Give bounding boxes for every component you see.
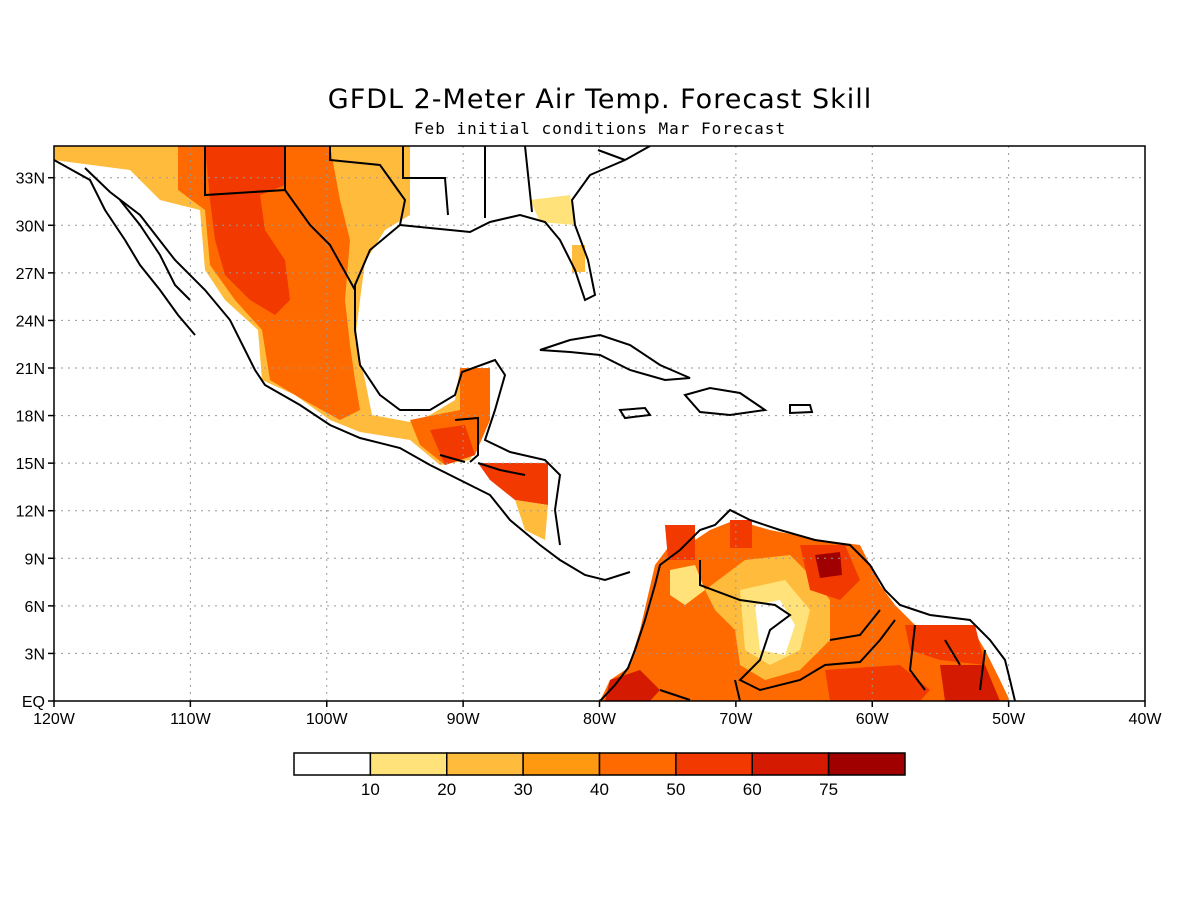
coastline-jamaica	[618, 406, 652, 420]
y-tick-label: 18N	[16, 409, 45, 426]
skill-shading	[54, 146, 1010, 701]
y-tick-label: 30N	[16, 218, 45, 235]
skill-region-maracaibo-hot	[730, 520, 752, 548]
coastline-baja	[54, 159, 196, 336]
skill-region-florida	[530, 195, 575, 225]
skill-region-amazon-hot	[940, 665, 1000, 701]
skill-region-venezuela-max	[815, 552, 842, 578]
latitude-axis: EQ 3N 6N 9N 12N 15N 18N 21N 24N 27N 30N 33N	[16, 171, 54, 711]
colorbar-label: 10	[361, 780, 380, 799]
colorbar-label: 40	[590, 780, 609, 799]
skill-region-nicaragua	[515, 500, 548, 540]
y-tick-label: 9N	[25, 551, 45, 568]
skill-region-south-america-zero	[755, 600, 795, 655]
y-tick-label: 21N	[16, 361, 45, 378]
border-us-mexico	[204, 146, 356, 291]
colorbar-label: 30	[514, 780, 533, 799]
coastline-hispaniola	[683, 386, 768, 417]
x-tick-label: 120W	[33, 711, 76, 728]
skill-region-honduras	[478, 463, 548, 505]
y-tick-label: EQ	[22, 694, 45, 711]
x-tick-label: 70W	[719, 711, 753, 728]
colorbar-swatch	[369, 752, 448, 776]
colorbar-swatch	[293, 752, 372, 776]
border-south-america	[659, 560, 986, 701]
y-tick-label: 15N	[16, 456, 45, 473]
colorbar-swatch	[675, 752, 753, 776]
colorbar-swatch	[522, 752, 601, 776]
skill-region-colombia-pale	[670, 565, 705, 605]
border-central-america	[439, 416, 526, 476]
coastline-mexico-pacific	[84, 167, 631, 582]
skill-region-colombia-hot	[665, 525, 695, 560]
colorbar-label: 75	[819, 780, 838, 799]
x-tick-label: 90W	[447, 711, 481, 728]
skill-region-amazon-mid	[825, 665, 930, 701]
colorbar: 10 20 30 40 50 60 75	[293, 752, 906, 799]
colorbar-swatch	[827, 752, 906, 776]
coastline-cuba	[539, 333, 691, 382]
x-tick-label: 50W	[992, 711, 1026, 728]
coastline-puerto-rico	[789, 404, 814, 415]
coastline-south-america	[599, 508, 1016, 701]
y-tick-label: 12N	[16, 504, 45, 521]
x-tick-label: 40W	[1129, 711, 1163, 728]
colorbar-swatch	[446, 752, 524, 776]
skill-region-florida-south	[572, 245, 585, 272]
y-tick-label: 33N	[16, 171, 45, 188]
longitude-axis: 120W 110W 100W 90W 80W 70W 60W 50W 40W	[33, 701, 1162, 728]
x-tick-label: 60W	[856, 711, 890, 728]
colorbar-swatch	[598, 752, 677, 776]
map-grid	[54, 146, 1145, 701]
colorbar-label: 50	[666, 780, 685, 799]
colorbar-label: 20	[437, 780, 456, 799]
skill-region-guianas-hot	[905, 625, 985, 665]
y-tick-label: 27N	[16, 266, 45, 283]
border-us-states	[402, 146, 626, 218]
coastlines	[54, 146, 1016, 701]
y-tick-label: 3N	[25, 646, 45, 663]
x-tick-label: 100W	[306, 711, 349, 728]
x-tick-label: 110W	[170, 711, 212, 728]
skill-region-mexico-hot	[205, 146, 290, 315]
colorbar-swatch	[751, 752, 830, 776]
map-title: GFDL 2-Meter Air Temp. Forecast Skill	[327, 84, 873, 115]
coastline-us-gulf	[399, 146, 651, 302]
y-tick-label: 24N	[16, 313, 45, 330]
skill-region-peru-hot	[605, 670, 660, 701]
colorbar-label: 60	[743, 780, 762, 799]
y-tick-label: 6N	[25, 599, 45, 616]
map-subtitle: Feb initial conditions Mar Forecast	[413, 119, 787, 138]
coastline-gulf	[329, 146, 562, 546]
x-tick-label: 80W	[583, 711, 617, 728]
